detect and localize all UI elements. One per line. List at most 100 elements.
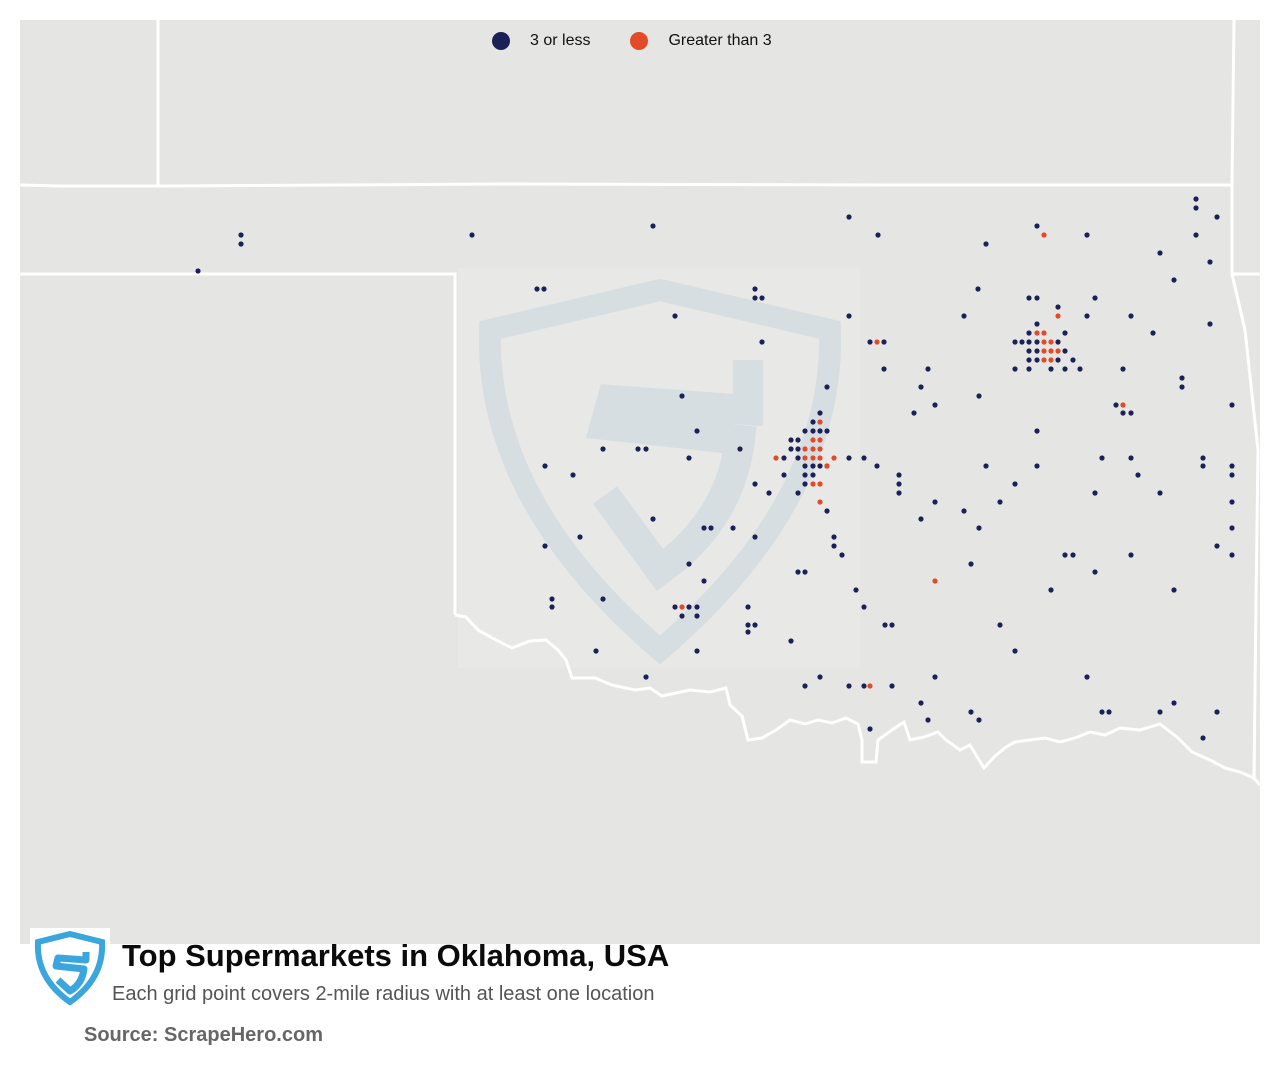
location-marker-low [817, 463, 823, 469]
location-marker-low [1034, 223, 1040, 229]
location-marker-low [1214, 709, 1220, 715]
location-marker-low [802, 472, 808, 478]
location-marker-low [1019, 339, 1025, 345]
location-marker-low [745, 629, 751, 635]
location-marker-low [1062, 330, 1068, 336]
location-marker-low [896, 481, 902, 487]
location-marker-low [824, 508, 830, 514]
location-marker-low [635, 446, 641, 452]
location-marker-low [1106, 709, 1112, 715]
location-marker-high [1048, 348, 1054, 354]
location-marker-low [918, 384, 924, 390]
location-marker-low [1171, 277, 1177, 283]
location-marker-low [1229, 552, 1235, 558]
location-marker-low [1229, 499, 1235, 505]
location-marker-low [925, 717, 931, 723]
location-marker-low [831, 534, 837, 540]
location-marker-low [1229, 402, 1235, 408]
location-marker-low [1048, 366, 1054, 372]
location-marker-low [961, 508, 967, 514]
location-marker-low [1084, 313, 1090, 319]
location-marker-low [831, 543, 837, 549]
source-credit: Source: ScrapeHero.com [84, 1024, 323, 1046]
location-marker-low [1157, 490, 1163, 496]
location-marker-low [983, 241, 989, 247]
location-marker-low [788, 437, 794, 443]
location-marker-low [469, 232, 475, 238]
location-marker-low [1171, 700, 1177, 706]
location-marker-low [976, 717, 982, 723]
state-borders [19, 19, 1262, 786]
location-marker-low [752, 622, 758, 628]
location-marker-low [1207, 259, 1213, 265]
oklahoma-map [19, 19, 1262, 944]
legend-dot-low [492, 32, 510, 50]
location-marker-low [672, 313, 678, 319]
location-marker-low [1012, 366, 1018, 372]
location-marker-low [1128, 552, 1134, 558]
location-marker-low [686, 604, 692, 610]
location-marker-low [1026, 339, 1032, 345]
location-marker-high [817, 437, 823, 443]
location-marker-low [925, 366, 931, 372]
location-marker-low [752, 295, 758, 301]
location-marker-low [976, 393, 982, 399]
scrapehero-watermark [458, 268, 860, 668]
location-marker-low [1229, 463, 1235, 469]
location-marker-low [889, 683, 895, 689]
location-marker-low [1070, 357, 1076, 363]
location-marker-low [701, 525, 707, 531]
location-marker-low [542, 463, 548, 469]
location-marker-high [1120, 402, 1126, 408]
location-marker-low [1193, 196, 1199, 202]
location-marker-high [932, 578, 938, 584]
location-marker-low [1092, 490, 1098, 496]
location-marker-low [875, 232, 881, 238]
location-marker-high [817, 419, 823, 425]
location-marker-low [976, 525, 982, 531]
location-marker-high [817, 499, 823, 505]
location-marker-high [831, 455, 837, 461]
location-marker-low [1026, 330, 1032, 336]
location-marker-low [1034, 463, 1040, 469]
location-markers [195, 196, 1235, 741]
location-marker-low [1055, 339, 1061, 345]
location-marker-low [1070, 552, 1076, 558]
location-marker-low [795, 446, 801, 452]
location-marker-low [549, 596, 555, 602]
location-marker-high [1041, 348, 1047, 354]
legend-dot-high [630, 32, 649, 50]
location-marker-high [1048, 339, 1054, 345]
location-marker-low [853, 587, 859, 593]
location-marker-low [752, 286, 758, 292]
location-marker-low [1120, 410, 1126, 416]
location-marker-low [650, 516, 656, 522]
location-marker-low [1048, 587, 1054, 593]
location-marker-low [802, 481, 808, 487]
location-marker-high [773, 455, 779, 461]
location-marker-low [1135, 472, 1141, 478]
location-marker-low [874, 463, 880, 469]
location-marker-low [1012, 648, 1018, 654]
location-marker-low [817, 674, 823, 680]
location-marker-low [679, 393, 685, 399]
location-marker-low [975, 286, 981, 292]
location-marker-low [795, 490, 801, 496]
location-marker-low [1099, 709, 1105, 715]
location-marker-low [1026, 295, 1032, 301]
location-marker-low [1084, 674, 1090, 680]
location-marker-low [824, 384, 830, 390]
location-marker-low [1157, 250, 1163, 256]
scrapehero-logo-icon [30, 928, 110, 1008]
location-marker-low [1113, 402, 1119, 408]
location-marker-low [802, 683, 808, 689]
location-marker-low [694, 428, 700, 434]
location-marker-low [737, 446, 743, 452]
location-marker-low [759, 339, 765, 345]
location-marker-low [889, 622, 895, 628]
location-marker-low [839, 552, 845, 558]
location-marker-low [1200, 463, 1206, 469]
location-marker-high [810, 446, 816, 452]
legend-label-high: Greater than 3 [668, 32, 772, 49]
location-marker-low [238, 232, 244, 238]
